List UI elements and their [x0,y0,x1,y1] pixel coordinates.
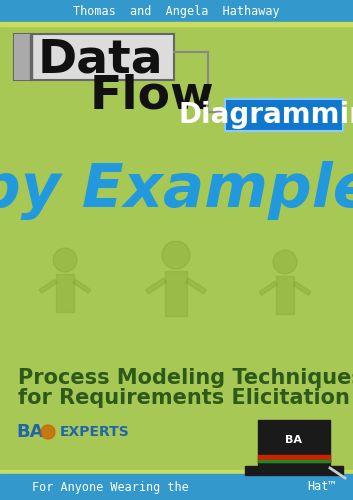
Bar [258,460,330,462]
FancyArrow shape [259,282,277,295]
FancyArrow shape [73,280,91,293]
FancyArrow shape [165,271,187,316]
Circle shape [273,250,297,274]
FancyArrow shape [146,278,166,294]
FancyBboxPatch shape [225,99,343,131]
FancyArrow shape [276,276,294,314]
Text: Hat™: Hat™ [308,480,336,494]
Circle shape [41,425,55,439]
Bar [14,34,30,80]
Bar [0,0,353,22]
Bar [258,420,330,468]
Bar [0,22,353,26]
Text: EXPERTS: EXPERTS [60,425,130,439]
Text: Data: Data [37,38,163,82]
Text: Thomas  and  Angela  Hathaway: Thomas and Angela Hathaway [73,4,280,18]
Text: Flow: Flow [90,74,214,118]
Text: BA: BA [286,435,303,445]
FancyArrow shape [39,280,57,293]
Text: Process Modeling Techniques: Process Modeling Techniques [18,368,353,388]
Text: for Requirements Elicitation: for Requirements Elicitation [18,388,350,408]
FancyArrow shape [293,282,311,295]
Bar [30,34,32,80]
Text: BA: BA [16,423,43,441]
Circle shape [162,241,190,269]
Text: by Example: by Example [0,160,353,220]
Text: For Anyone Wearing the: For Anyone Wearing the [32,480,189,494]
Text: Diagramming: Diagramming [179,101,353,129]
FancyArrow shape [186,278,207,294]
FancyArrow shape [56,274,74,312]
Bar [258,455,330,462]
Bar [245,466,343,475]
Bar [14,34,174,80]
Circle shape [53,248,77,272]
Bar [0,470,353,474]
Bar [0,474,353,500]
